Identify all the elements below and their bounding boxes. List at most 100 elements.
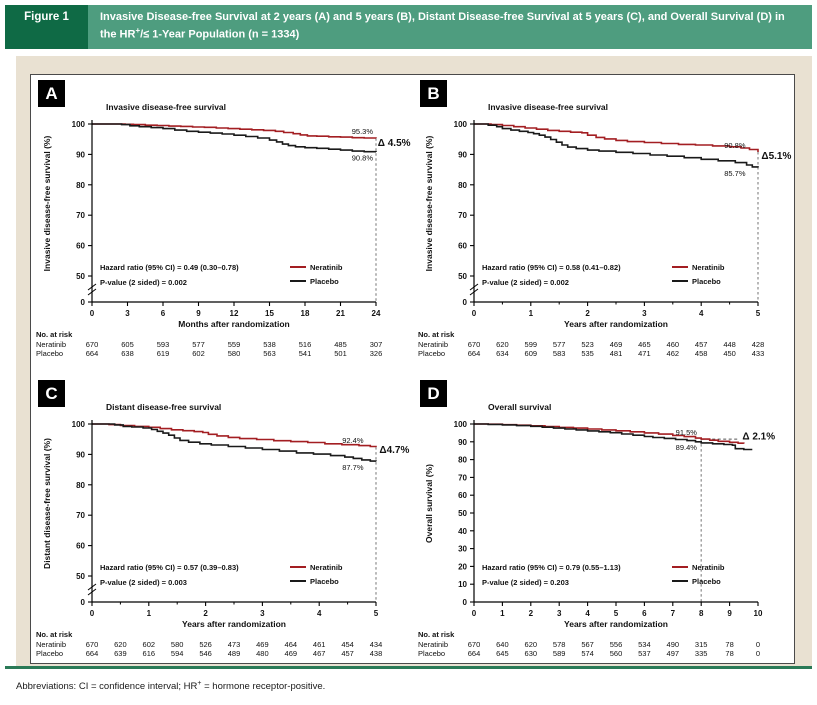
x-tick-label: 3	[125, 309, 130, 318]
stat-line: Hazard ratio (95% CI) = 0.79 (0.55–1.13)	[482, 563, 621, 572]
at-risk-value: 428	[751, 340, 765, 349]
plot-title: Distant disease-free survival	[106, 402, 222, 412]
at-risk-value: 609	[524, 349, 538, 358]
end-label: 90.8%	[724, 141, 746, 150]
y-tick-label: 80	[458, 456, 467, 465]
y-tick-label: 100	[72, 120, 86, 129]
stat-line: P-value (2 sided) = 0.203	[482, 578, 569, 587]
panel-d: D Overall survival Overall survival (%) 0 10…	[414, 378, 795, 662]
y-tick-label: 0	[463, 598, 468, 607]
y-tick-label: 70	[458, 211, 467, 220]
at-risk-value: 307	[369, 340, 383, 349]
y-tick-label: 60	[458, 491, 467, 500]
x-tick-label: 4	[585, 609, 590, 618]
at-risk-value: 563	[263, 349, 276, 358]
at-risk-value: 458	[694, 349, 708, 358]
x-tick-label: 3	[260, 609, 265, 618]
x-axis-label: Years after randomization	[564, 619, 668, 629]
x-tick-label: 24	[372, 309, 381, 318]
x-tick-label: 0	[90, 309, 95, 318]
at-risk-value: 559	[227, 340, 241, 349]
at-risk-heading: No. at risk	[36, 630, 73, 639]
neratinib-curve	[474, 423, 745, 444]
y-axis-break-mark	[469, 288, 479, 296]
bottom-rule	[5, 666, 812, 669]
x-tick-label: 10	[754, 609, 763, 618]
at-risk-value: 620	[524, 640, 538, 649]
legend-label: Placebo	[692, 277, 721, 286]
x-tick-label: 1	[500, 609, 505, 618]
y-tick-label: 100	[454, 420, 468, 429]
at-risk-row-name: Neratinib	[36, 340, 67, 349]
at-risk-value: 434	[369, 640, 383, 649]
x-tick-label: 5	[614, 609, 619, 618]
panel-c: C Distant disease-free survival Distant di…	[32, 378, 413, 662]
y-tick-label: 80	[458, 181, 467, 190]
x-tick-label: 12	[230, 309, 239, 318]
panel-a: A Invasive disease-free survival Invasive …	[32, 78, 413, 362]
at-risk-value: 602	[142, 640, 156, 649]
y-tick-label: 0	[463, 298, 468, 307]
figure-title-text: Invasive Disease-free Survival at 2 year…	[100, 11, 785, 42]
at-risk-row-name: Placebo	[36, 649, 64, 658]
at-risk-value: 619	[156, 349, 170, 358]
y-tick-label: 10	[458, 580, 467, 589]
at-risk-value: 473	[227, 640, 241, 649]
at-risk-value: 541	[298, 349, 312, 358]
x-tick-label: 2	[585, 309, 590, 318]
at-risk-value: 639	[114, 649, 127, 658]
at-risk-value: 602	[192, 349, 205, 358]
x-tick-label: 4	[699, 309, 704, 318]
plot-title: Invasive disease-free survival	[106, 102, 227, 112]
placebo-curve	[92, 423, 377, 462]
end-label: 85.7%	[724, 169, 746, 178]
at-risk-value: 516	[298, 340, 312, 349]
y-tick-label: 70	[458, 473, 467, 482]
stat-line: P-value (2 sided) = 0.002	[100, 278, 187, 287]
at-risk-value: 480	[256, 649, 269, 658]
x-tick-label: 7	[671, 609, 676, 618]
x-tick-label: 0	[472, 309, 477, 318]
at-risk-value: 481	[609, 349, 623, 358]
y-axis-break-mark	[469, 283, 479, 291]
legend-label: Neratinib	[692, 563, 725, 572]
y-tick-label: 70	[76, 511, 85, 520]
y-axis-break-mark	[87, 583, 97, 591]
at-risk-value: 578	[552, 640, 566, 649]
y-tick-label: 100	[454, 120, 468, 129]
neratinib-curve	[474, 123, 759, 152]
x-tick-label: 3	[557, 609, 562, 618]
at-risk-value: 464	[284, 640, 298, 649]
y-tick-label: 50	[76, 272, 85, 281]
at-risk-value: 490	[666, 640, 680, 649]
neratinib-curve	[92, 123, 377, 139]
at-risk-value: 620	[114, 640, 127, 649]
at-risk-value: 640	[496, 640, 509, 649]
at-risk-row-name: Placebo	[36, 349, 64, 358]
y-tick-label: 50	[458, 509, 467, 518]
at-risk-heading: No. at risk	[418, 630, 455, 639]
at-risk-value: 450	[723, 349, 736, 358]
legend-label: Neratinib	[310, 263, 343, 272]
at-risk-value: 664	[467, 349, 481, 358]
x-axis-label: Years after randomization	[182, 619, 286, 629]
x-tick-label: 4	[317, 609, 322, 618]
end-label: 91.5%	[676, 428, 698, 437]
at-risk-value: 438	[369, 649, 383, 658]
x-tick-label: 0	[90, 609, 95, 618]
figure-title-superscript: +	[135, 26, 141, 36]
at-risk-value: 0	[755, 640, 761, 649]
at-risk-value: 620	[496, 340, 509, 349]
at-risk-value: 457	[341, 649, 354, 658]
x-tick-label: 6	[161, 309, 166, 318]
figure-title-text-cont: /≤ 1-Year Population (n = 1334)	[140, 29, 300, 42]
at-risk-value: 664	[85, 649, 99, 658]
y-tick-label: 50	[458, 272, 467, 281]
at-risk-row-name: Placebo	[418, 649, 446, 658]
plot-title: Invasive disease-free survival	[488, 102, 609, 112]
abbreviations-text-cont: = hormone receptor-positive.	[201, 681, 326, 693]
y-tick-label: 90	[458, 150, 467, 159]
figure-header: Figure 1 Invasive Disease-free Survival …	[5, 5, 812, 49]
y-axis-break-mark	[87, 283, 97, 291]
at-risk-value: 460	[666, 340, 680, 349]
